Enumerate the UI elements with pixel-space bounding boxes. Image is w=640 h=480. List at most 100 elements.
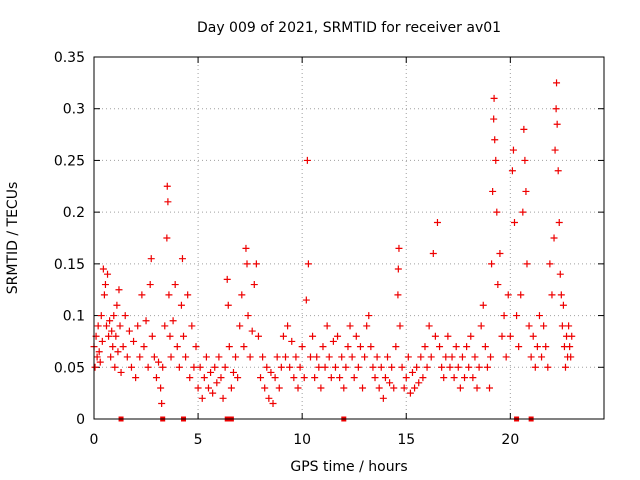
data-point bbox=[198, 394, 206, 402]
data-point bbox=[473, 384, 481, 392]
data-point bbox=[152, 374, 160, 382]
data-point bbox=[282, 353, 290, 361]
data-point bbox=[392, 343, 400, 351]
data-point bbox=[159, 363, 167, 371]
data-point bbox=[354, 363, 362, 371]
data-point bbox=[404, 353, 412, 361]
data-point bbox=[456, 384, 464, 392]
data-point bbox=[161, 322, 169, 330]
data-point bbox=[522, 187, 530, 195]
data-point bbox=[259, 353, 267, 361]
data-point bbox=[394, 291, 402, 299]
data-point bbox=[400, 384, 408, 392]
data-point bbox=[213, 379, 221, 387]
data-point bbox=[556, 270, 564, 278]
data-point bbox=[394, 265, 402, 273]
data-point bbox=[302, 296, 310, 304]
y-tick-label: 0.05 bbox=[54, 360, 85, 376]
x-axis-label: GPS time / hours bbox=[290, 459, 407, 475]
data-point bbox=[232, 353, 240, 361]
data-point bbox=[186, 374, 194, 382]
data-point bbox=[561, 363, 569, 371]
data-point bbox=[163, 182, 171, 190]
data-point bbox=[519, 208, 527, 216]
data-point bbox=[163, 234, 171, 242]
data-point bbox=[340, 384, 348, 392]
data-point bbox=[491, 136, 499, 144]
data-point bbox=[550, 234, 558, 242]
data-point bbox=[557, 291, 565, 299]
data-point bbox=[110, 312, 118, 320]
data-point bbox=[388, 363, 396, 371]
data-point bbox=[106, 317, 114, 325]
x-tick-label: 5 bbox=[194, 432, 203, 448]
data-point bbox=[419, 374, 427, 382]
data-point bbox=[317, 384, 325, 392]
data-point bbox=[527, 353, 535, 361]
data-point bbox=[279, 332, 287, 340]
data-point bbox=[488, 260, 496, 268]
data-point bbox=[240, 343, 248, 351]
data-point bbox=[440, 374, 448, 382]
data-point bbox=[509, 146, 517, 154]
y-tick-label: 0.1 bbox=[63, 309, 85, 325]
data-point bbox=[331, 363, 339, 371]
data-point bbox=[520, 125, 528, 133]
data-point bbox=[136, 353, 144, 361]
data-point bbox=[566, 343, 574, 351]
data-point bbox=[200, 374, 208, 382]
data-point bbox=[325, 353, 333, 361]
data-point bbox=[243, 260, 251, 268]
data-point bbox=[300, 374, 308, 382]
data-point bbox=[313, 353, 321, 361]
data-point bbox=[144, 363, 152, 371]
data-point bbox=[277, 363, 285, 371]
data-point bbox=[242, 244, 250, 252]
data-point bbox=[238, 291, 246, 299]
data-point bbox=[267, 368, 275, 376]
data-point bbox=[479, 301, 487, 309]
data-point bbox=[483, 363, 491, 371]
data-point bbox=[91, 363, 99, 371]
data-point bbox=[125, 327, 133, 335]
data-point bbox=[329, 337, 337, 345]
data-point bbox=[169, 317, 177, 325]
data-point bbox=[442, 353, 450, 361]
data-point bbox=[296, 363, 304, 371]
x-tick-label: 20 bbox=[501, 432, 519, 448]
data-point bbox=[334, 332, 342, 340]
data-point bbox=[158, 399, 166, 407]
data-point bbox=[134, 322, 142, 330]
data-point bbox=[336, 374, 344, 382]
y-tick-label: 0.2 bbox=[63, 205, 85, 221]
data-point bbox=[248, 327, 256, 335]
data-point bbox=[444, 332, 452, 340]
data-point bbox=[517, 291, 525, 299]
data-point bbox=[138, 291, 146, 299]
data-point bbox=[490, 94, 498, 102]
data-point bbox=[227, 384, 235, 392]
data-point bbox=[377, 363, 385, 371]
data-point bbox=[306, 353, 314, 361]
data-point bbox=[486, 384, 494, 392]
data-point bbox=[502, 353, 510, 361]
data-point bbox=[433, 218, 441, 226]
data-point bbox=[112, 332, 120, 340]
data-point bbox=[548, 291, 556, 299]
data-point bbox=[101, 281, 109, 289]
data-point bbox=[234, 374, 242, 382]
data-point bbox=[121, 312, 129, 320]
data-point bbox=[265, 394, 273, 402]
data-point bbox=[523, 260, 531, 268]
data-point bbox=[117, 368, 125, 376]
data-point bbox=[294, 384, 302, 392]
data-point bbox=[171, 281, 179, 289]
data-point bbox=[436, 343, 444, 351]
data-point bbox=[554, 167, 562, 175]
data-point bbox=[146, 281, 154, 289]
data-point bbox=[506, 332, 514, 340]
data-point bbox=[458, 353, 466, 361]
data-point bbox=[452, 343, 460, 351]
